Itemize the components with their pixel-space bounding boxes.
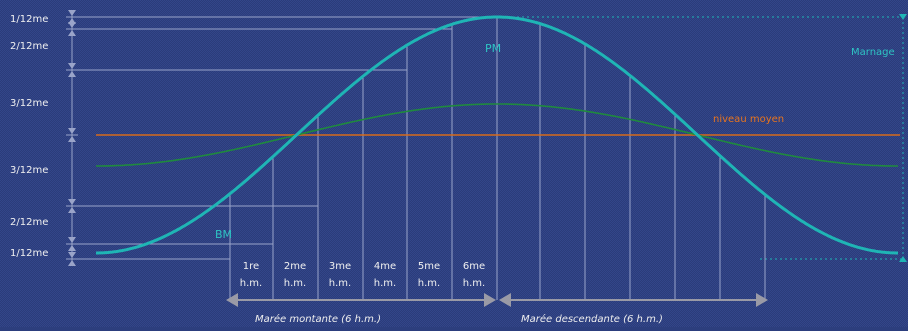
hour-label-top: 6me xyxy=(463,261,485,272)
tide-curve xyxy=(96,15,898,255)
scale-arrow-up-icon xyxy=(68,136,76,142)
niveau-moyen-label: niveau moyen xyxy=(713,114,784,125)
marnage-label: Marnage xyxy=(851,47,895,58)
hour-label-top: 2me xyxy=(284,261,306,272)
pm-label: PM xyxy=(485,42,501,55)
scale-arrow-down-icon xyxy=(68,128,76,134)
marnage-arrow-top-icon xyxy=(899,14,907,20)
scale-label: 3/12me xyxy=(10,165,48,176)
marnage-arrow-bottom-icon xyxy=(899,256,907,262)
arrow-right-icon xyxy=(484,293,496,307)
scale-label: 3/12me xyxy=(10,98,48,109)
scale-arrow-up-icon xyxy=(68,30,76,36)
hour-label-top: 1re xyxy=(243,261,259,272)
mean-tide-curve xyxy=(96,103,898,167)
guide-lines xyxy=(71,14,907,300)
scale-label: 2/12me xyxy=(10,41,48,52)
hour-label-bottom: h.m. xyxy=(240,278,262,289)
scale-arrow-up-icon xyxy=(68,71,76,77)
hour-label-top: 5me xyxy=(418,261,440,272)
scale-label: 2/12me xyxy=(10,217,48,228)
scale-arrow-down-icon xyxy=(68,237,76,243)
left-scale: 1/12me 2/12me 3/12me 3/12me 2/12me 1/12me xyxy=(10,10,78,266)
curve-labels: PM BM Marnage niveau moyen xyxy=(215,42,895,241)
scale-label: 1/12me xyxy=(10,248,48,259)
arrow-left-icon xyxy=(226,293,238,307)
scale-arrow-down-icon xyxy=(68,22,76,28)
hour-labels: 1re h.m. 2me h.m. 3me h.m. 4me h.m. 5me h.m. 6me h.… xyxy=(240,261,485,289)
scale-arrow-down-icon xyxy=(68,63,76,69)
hour-label-bottom: h.m. xyxy=(418,278,440,289)
hour-label-bottom: h.m. xyxy=(374,278,396,289)
hour-label-bottom: h.m. xyxy=(329,278,351,289)
scale-label: 1/12me xyxy=(10,14,48,25)
hour-label-top: 4me xyxy=(374,261,396,272)
scale-arrow-up-icon xyxy=(68,245,76,251)
scale-arrow-down-icon xyxy=(68,199,76,205)
rising-phase-label: Marée montante (6 h.m.) xyxy=(255,313,381,325)
arrow-right-icon xyxy=(756,293,768,307)
scale-arrow-down-icon xyxy=(68,252,76,258)
hour-label-top: 3me xyxy=(329,261,351,272)
scale-arrow-down-icon xyxy=(68,10,76,16)
falling-phase-label: Marée descendante (6 h.m.) xyxy=(521,313,663,325)
phase-arrows: Marée montante (6 h.m.) Marée descendant… xyxy=(226,293,768,325)
scale-arrow-up-icon xyxy=(68,207,76,213)
bm-label: BM xyxy=(215,228,232,241)
hour-label-bottom: h.m. xyxy=(284,278,306,289)
scale-arrow-up-icon xyxy=(68,260,76,266)
hour-label-bottom: h.m. xyxy=(463,278,485,289)
arrow-left-icon xyxy=(499,293,511,307)
curves xyxy=(96,15,900,255)
